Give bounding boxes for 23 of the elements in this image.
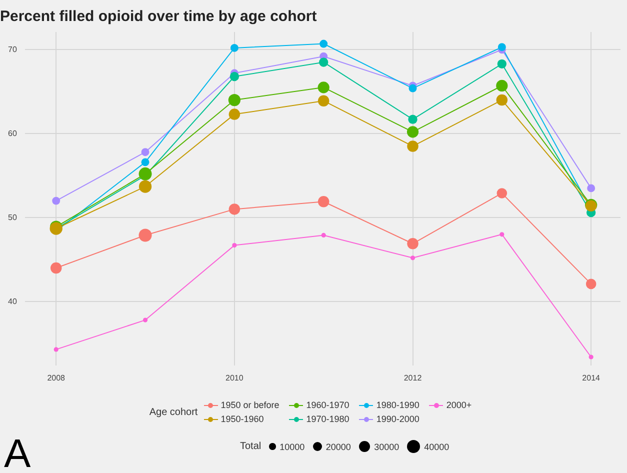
legend-label: 40000 (424, 442, 450, 452)
y-tick-label: 40 (8, 296, 18, 306)
legend-title: Age cohort (149, 406, 198, 418)
chart-title: Percent filled opioid over time by age cohort (0, 8, 317, 26)
legend-label: 10000 (280, 442, 305, 452)
legend-label: 1980-1990 (376, 400, 420, 410)
legend-label: 1950-1960 (220, 414, 264, 424)
y-tick-label: 50 (8, 212, 18, 222)
x-tick-label: 2010 (226, 373, 244, 382)
x-tick-label: 2008 (47, 373, 66, 382)
text: Total (240, 441, 262, 452)
legend-label: 1990-2000 (376, 414, 420, 424)
x-tick-label: 2012 (404, 373, 422, 382)
text: A (4, 432, 31, 473)
legend-label: 1970-1980 (306, 414, 350, 424)
legend-label: 20000 (326, 442, 351, 452)
legend-label: 1950 or before (220, 400, 280, 410)
y-tick-label: 70 (8, 44, 18, 54)
legend-label: 1960-1970 (306, 400, 350, 410)
x-tick-label: 2014 (582, 373, 601, 382)
y-tick-label: 60 (8, 128, 18, 138)
legend-label: 30000 (374, 442, 400, 452)
legend-label: 2000+ (446, 400, 472, 410)
